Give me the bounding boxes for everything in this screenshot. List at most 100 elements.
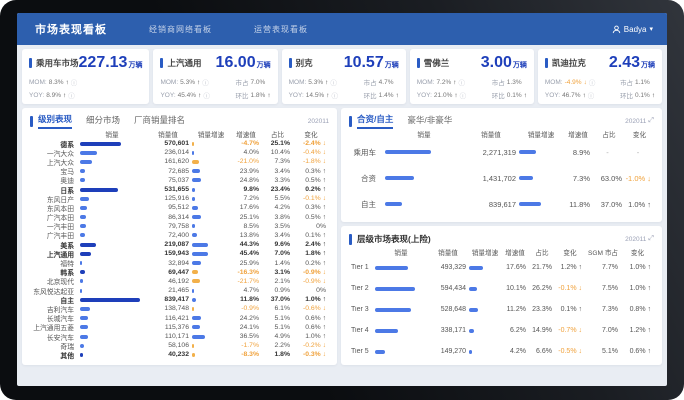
accent-tick <box>544 58 548 68</box>
col-growth: 销量增速 <box>197 131 225 139</box>
info-icon[interactable]: ⓘ <box>588 80 596 87</box>
row-label: 上汽大众 <box>46 159 74 167</box>
expand-icon[interactable]: ⤢ <box>648 117 654 124</box>
col-sales: 销量 <box>105 131 119 139</box>
growth-bar-cell <box>192 270 230 275</box>
growth-bar <box>469 349 473 354</box>
sgm-share: 7.5% <box>602 285 618 292</box>
table-row: Tier 4 338,171 6.2% 14.9% -0.7% ↓ 7.0% 1.2% ↑ <box>349 320 654 341</box>
growth-bar <box>519 202 541 206</box>
panel-jv-domestic: 合资/自主 豪华/非豪华 202011 ⤢ 销量 销量值 销量增速 增速值 占比 … <box>341 108 662 222</box>
user-menu[interactable]: Badya ▾ <box>612 25 653 34</box>
change-value: 0.2% ↑ <box>305 259 326 267</box>
sgm-change: 0.8% ↑ <box>629 306 651 313</box>
date-label: 202011 ⤢ <box>625 117 654 125</box>
share-value: 21.7% <box>532 264 552 271</box>
growth-bar <box>192 316 201 321</box>
row-label: 东风本田 <box>46 205 74 213</box>
growth-bar <box>192 352 195 357</box>
sales-bar <box>80 187 118 192</box>
growth-bar <box>192 279 200 284</box>
growth-bar-cell <box>192 306 230 311</box>
row-label: Tier 5 <box>351 348 369 355</box>
sales-bar-cell <box>80 224 144 229</box>
table-row: 德系 570,601 -4.7% 25.1% -2.4% ↓ <box>30 139 329 149</box>
change-value: -1.8% ↓ <box>302 158 326 166</box>
kpi-unit: 万辆 <box>128 62 143 69</box>
tab-level-performance[interactable]: 级别表现 <box>38 113 73 129</box>
info-icon[interactable]: ⓘ <box>203 93 210 100</box>
col-sales: 销量 <box>394 249 408 257</box>
share-value: 23.4% <box>270 186 290 194</box>
info-icon[interactable]: ⓘ <box>458 80 466 87</box>
tab-segment-market[interactable]: 细分市场 <box>86 115 121 125</box>
growth-bar-cell <box>192 352 230 357</box>
kpi-title: 雪佛兰 <box>423 58 450 68</box>
expand-icon[interactable]: ⤢ <box>648 235 654 242</box>
tab-luxury[interactable]: 豪华/非豪华 <box>407 115 453 125</box>
info-icon[interactable]: ⓘ <box>70 80 78 87</box>
row-label: Tier 3 <box>351 306 369 313</box>
sales-bar <box>80 316 89 321</box>
growth-bar <box>192 334 205 339</box>
growth-bar-cell <box>192 187 230 192</box>
col-growth: 销量增速 <box>471 249 499 257</box>
sales-value: 219,087 <box>164 241 189 249</box>
info-icon[interactable]: ⓘ <box>68 93 75 100</box>
tab-oem-ranking[interactable]: 厂商销量排名 <box>134 115 186 125</box>
growth-bar-cell <box>192 261 230 266</box>
kpi-yoy: YOY: 14.5% ↑ ⓘ <box>288 91 338 101</box>
growth-bar-cell <box>192 288 230 293</box>
table-header: 销量 销量值 销量增速 增速值 占比 变化 SGM 市占 变化 <box>349 246 654 257</box>
row-label: 上汽通用 <box>46 251 74 259</box>
growth-bar <box>192 288 194 293</box>
kpi-card-cadillac: 凯迪拉克 2.43万辆 MOM: -4.9% ↓ ⓘ YOY: 46.7% ↑ ⓘ 市占 1.… <box>537 49 663 104</box>
share-value: 9.6% <box>274 241 291 249</box>
sales-bar-cell <box>80 251 144 256</box>
change-value: -1.0% ↓ <box>625 173 651 183</box>
info-icon[interactable]: ⓘ <box>459 93 467 100</box>
row-label: 东风悦达起亚 <box>33 288 74 296</box>
change-value: 0.5% ↑ <box>305 213 326 221</box>
row-label: 自主 <box>60 297 74 305</box>
growth-value: 8.9% <box>572 147 590 157</box>
trend-arrow-icon: ↑ <box>523 91 527 99</box>
table-row: Tier 2 594,434 10.1% 26.2% -0.1% ↓ 7.5% 1.0% ↑ <box>349 278 654 299</box>
growth-bar-cell <box>469 286 501 291</box>
table-row: 乘用车 2,271,319 8.9% - - <box>349 139 654 165</box>
sales-bar-cell <box>80 205 144 210</box>
sales-bar <box>80 261 83 266</box>
sales-bar-cell <box>80 325 144 330</box>
table-row: 自主 839,417 11.8% 37.0% 1.0% ↑ <box>30 295 329 305</box>
row-label: Tier 2 <box>351 285 369 292</box>
nav-item-operation[interactable]: 运营表现看板 <box>254 24 308 34</box>
growth-bar-cell <box>192 316 230 321</box>
sales-bar <box>80 325 89 330</box>
sales-value: 839,417 <box>164 296 189 304</box>
sales-bar-cell <box>375 307 427 312</box>
tab-jv-domestic[interactable]: 合资/自主 <box>357 113 394 129</box>
col-sales-value: 销量值 <box>438 249 458 257</box>
kpi-value: 2.43万辆 <box>608 54 656 71</box>
table-row: 自主 839,617 11.8% 37.0% 1.0% ↑ <box>349 191 654 217</box>
growth-bar <box>469 328 474 333</box>
growth-bar <box>192 215 201 220</box>
info-icon[interactable]: ⓘ <box>587 93 595 100</box>
info-icon[interactable]: ⓘ <box>331 93 338 100</box>
sgm-share: 7.0% <box>602 327 618 334</box>
sales-value: 149,270 <box>440 348 466 355</box>
growth-value: 4.7% <box>243 287 260 295</box>
growth-bar-cell <box>192 196 230 201</box>
col-growth: 销量增速 <box>527 131 555 139</box>
nav-item-dealer-network[interactable]: 经销商网络看板 <box>149 24 212 34</box>
change-value: 0.2% ↑ <box>305 186 326 194</box>
sales-bar <box>80 233 86 238</box>
info-icon[interactable]: ⓘ <box>202 80 209 87</box>
table-row: 长安汽车 110,171 36.5% 4.9% 1.0% ↑ <box>30 332 329 342</box>
info-icon[interactable]: ⓘ <box>330 80 337 87</box>
sales-bar <box>80 306 90 311</box>
table-row: 吉利汽车 138,748 -0.9% 6.1% -0.6% ↓ <box>30 304 329 314</box>
sales-value: 528,648 <box>440 306 466 313</box>
row-label: 德系 <box>60 141 74 149</box>
sgm-change: 0.6% ↑ <box>629 348 651 355</box>
